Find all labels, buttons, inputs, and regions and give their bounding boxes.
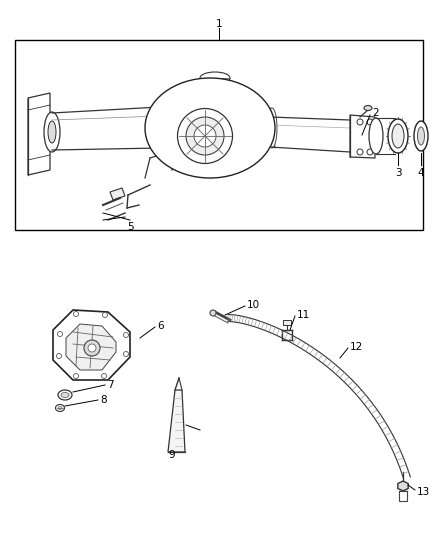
Ellipse shape: [369, 118, 383, 154]
Circle shape: [74, 374, 78, 378]
Ellipse shape: [414, 121, 428, 151]
Circle shape: [357, 149, 363, 155]
Polygon shape: [110, 188, 125, 200]
Ellipse shape: [417, 127, 424, 145]
Circle shape: [88, 344, 96, 352]
Text: 11: 11: [297, 310, 310, 320]
Polygon shape: [28, 93, 50, 175]
Text: 8: 8: [100, 395, 106, 405]
Circle shape: [124, 351, 128, 357]
Ellipse shape: [58, 407, 62, 409]
Text: 6: 6: [157, 321, 164, 331]
Polygon shape: [398, 481, 408, 491]
Ellipse shape: [56, 405, 64, 411]
Bar: [283, 320, 291, 325]
Circle shape: [210, 310, 216, 316]
Text: 4: 4: [418, 168, 424, 178]
Ellipse shape: [44, 112, 60, 152]
Ellipse shape: [194, 125, 216, 147]
Ellipse shape: [267, 108, 277, 148]
Text: 3: 3: [395, 168, 401, 178]
Polygon shape: [350, 115, 375, 158]
Circle shape: [357, 119, 363, 125]
Text: 10: 10: [247, 300, 260, 310]
Polygon shape: [168, 390, 185, 452]
Circle shape: [57, 332, 63, 336]
Ellipse shape: [48, 121, 56, 143]
Bar: [15, 40, 423, 230]
Text: 2: 2: [372, 108, 378, 118]
Text: 5: 5: [127, 222, 133, 232]
Circle shape: [74, 311, 78, 317]
Circle shape: [57, 353, 61, 359]
Circle shape: [124, 333, 128, 337]
Circle shape: [367, 149, 373, 155]
Circle shape: [102, 374, 106, 378]
Ellipse shape: [392, 124, 404, 148]
Ellipse shape: [177, 109, 233, 164]
Text: 13: 13: [417, 487, 430, 497]
Polygon shape: [66, 324, 116, 370]
Circle shape: [102, 312, 107, 318]
Polygon shape: [53, 310, 130, 380]
Ellipse shape: [145, 78, 275, 178]
Circle shape: [84, 340, 100, 356]
Ellipse shape: [200, 72, 230, 84]
Bar: [399, 491, 407, 501]
Circle shape: [367, 119, 373, 125]
Text: 1: 1: [215, 19, 223, 29]
Ellipse shape: [364, 106, 372, 110]
Ellipse shape: [388, 119, 408, 153]
Text: 7: 7: [107, 380, 113, 390]
Ellipse shape: [61, 392, 69, 398]
Text: 9: 9: [168, 450, 175, 460]
Text: 12: 12: [350, 342, 363, 352]
Ellipse shape: [58, 390, 72, 400]
Ellipse shape: [186, 117, 224, 155]
